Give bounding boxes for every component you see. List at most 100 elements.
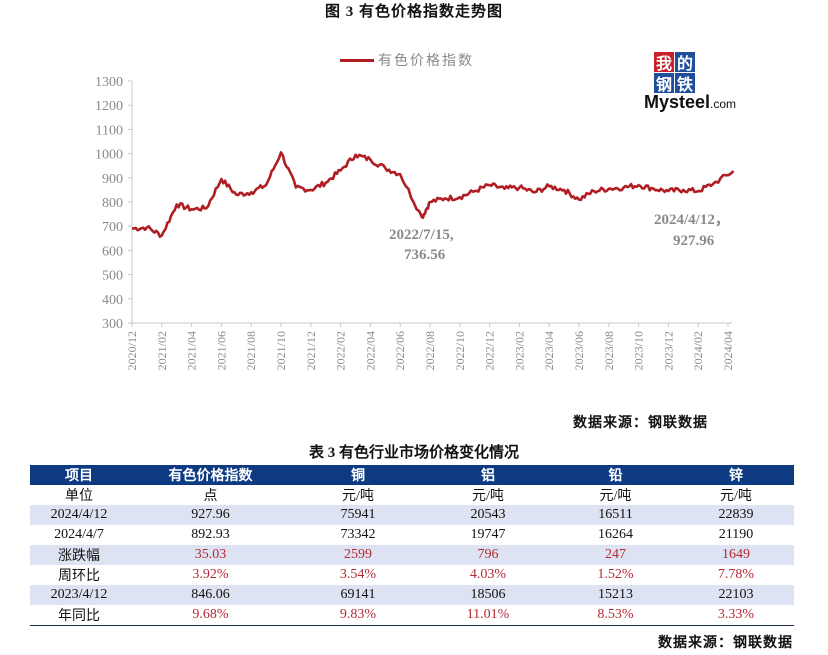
x-tick-label: 2021/08 <box>244 331 258 370</box>
y-tick-label: 1300 <box>95 75 123 90</box>
table-cell: 3.92% <box>192 567 229 582</box>
header-aluminum: 铝 <box>423 465 553 485</box>
y-tick-label: 1200 <box>95 99 123 114</box>
table-row: 周环比 3.92% 3.54% 4.03% 1.52% 7.78% <box>30 565 794 585</box>
table-cell: 247 <box>553 545 678 565</box>
y-tick-label: 1100 <box>96 123 123 138</box>
table-body: 单位 点 元/吨 元/吨 元/吨 元/吨 2024/4/12 927.96 75941 20543… <box>30 485 794 626</box>
y-tick-label: 400 <box>102 293 123 308</box>
logo-char: 的 <box>675 52 695 73</box>
table-cell: 1649 <box>678 545 794 565</box>
annotation-low-date: 2022/7/15, <box>389 227 454 243</box>
table-cell: 9.83% <box>293 605 423 626</box>
table-cell: 元/吨 <box>342 489 374 504</box>
y-tick-label: 600 <box>102 244 123 259</box>
y-axis: 1300 1200 1100 1000 900 800 700 600 500 400 300 <box>95 75 133 332</box>
y-tick-label: 1000 <box>95 148 123 163</box>
annotation-low-value: 736.56 <box>404 247 446 263</box>
y-tick-label: 900 <box>102 172 123 187</box>
table-cell: 1.52% <box>597 567 634 582</box>
table-cell: 16511 <box>553 505 678 525</box>
figure-title: 图 3 有色价格指数走势图 <box>324 4 503 20</box>
table-cell: 3.33% <box>678 605 794 626</box>
table-cell: 846.06 <box>128 585 293 605</box>
table-cell: 元/吨 <box>720 489 752 504</box>
x-tick-label: 2024/02 <box>691 331 705 370</box>
x-tick-label: 2023/10 <box>632 331 646 370</box>
table-title: 表 3 有色行业市场价格变化情况 <box>308 445 519 461</box>
table-cell: 9.68% <box>128 605 293 626</box>
header-lead: 铅 <box>553 465 678 485</box>
table-cell: 3.54% <box>339 567 377 582</box>
row-label: 单位 <box>65 489 93 504</box>
x-tick-label: 2022/02 <box>334 331 348 370</box>
logo-grid: 我 的 钢 铁 <box>654 52 695 94</box>
annotation-last-value: 927.96 <box>673 233 715 249</box>
table-cell: 元/吨 <box>599 489 632 504</box>
table-cell: 796 <box>423 545 553 565</box>
y-tick-label: 800 <box>102 196 123 211</box>
table-cell: 元/吨 <box>472 489 504 504</box>
table-row: 2023/4/12 846.06 69141 18506 15213 22103 <box>30 585 794 605</box>
y-tick-label: 300 <box>102 317 123 332</box>
table-cell: 20543 <box>423 505 553 525</box>
y-tick-label: 700 <box>102 220 123 235</box>
x-tick-label: 2021/04 <box>185 331 199 370</box>
table-cell: 8.53% <box>553 605 678 626</box>
x-tick-label: 2021/12 <box>304 331 318 370</box>
mysteel-logo: 我 的 钢 铁 Mysteel.com <box>644 52 736 114</box>
table-source-note: 数据来源：钢联数据 <box>658 636 793 651</box>
x-tick-label: 2023/02 <box>512 331 526 370</box>
header-index: 有色价格指数 <box>128 465 293 485</box>
table-row: 2024/4/12 927.96 75941 20543 16511 22839 <box>30 505 794 525</box>
table-cell: 4.03% <box>469 567 507 582</box>
table-row: 涨跌幅 35.03 2599 796 247 1649 <box>30 545 794 565</box>
line-chart: 1300 1200 1100 1000 900 800 700 600 500 400 300 20… <box>95 75 735 370</box>
row-label: 周环比 <box>58 569 100 584</box>
legend-line-swatch <box>340 58 374 62</box>
x-tick-label: 2023/06 <box>572 331 586 370</box>
x-tick-label: 2022/08 <box>423 331 437 370</box>
table-row: 单位 点 元/吨 元/吨 元/吨 元/吨 <box>30 485 794 505</box>
x-tick-label: 2021/02 <box>155 331 169 370</box>
x-tick-label: 2022/10 <box>453 331 467 370</box>
table-cell: 892.93 <box>191 527 230 542</box>
price-change-table: 项目 有色价格指数 铜 铝 铅 锌 单位点元/吨 元/吨 元/吨 元/吨 2024/4/… <box>30 465 794 626</box>
header-item: 项目 <box>30 465 128 485</box>
table-cell: 点 <box>203 489 218 504</box>
chart-source-note: 数据来源：钢联数据 <box>573 416 708 431</box>
x-tick-label: 2022/06 <box>393 331 407 370</box>
logo-text-big: Mysteel <box>644 92 711 112</box>
legend-label: 有色价格指数 <box>378 54 474 69</box>
logo-char: 钢 <box>654 73 674 94</box>
table-cell: 75941 <box>293 505 423 525</box>
table-cell: 22103 <box>678 585 794 605</box>
table-cell: 35.03 <box>128 545 293 565</box>
table-cell: 2599 <box>293 545 423 565</box>
logo-char: 铁 <box>675 73 695 94</box>
row-label: 2023/4/12 <box>30 585 128 605</box>
logo-char: 我 <box>654 52 674 73</box>
table-cell: 21190 <box>718 527 754 542</box>
table-cell: 7.78% <box>717 567 755 582</box>
x-tick-label: 2023/04 <box>542 331 556 370</box>
x-tick-label: 2024/04 <box>721 331 735 370</box>
x-tick-label: 2022/12 <box>483 331 497 370</box>
row-label: 涨跌幅 <box>30 545 128 565</box>
table-cell: 22839 <box>678 505 794 525</box>
table-cell: 11.01% <box>423 605 553 626</box>
x-axis: 2020/12 2021/02 2021/04 2021/06 2021/08 2021/… <box>125 322 735 370</box>
table-cell: 73342 <box>340 527 376 542</box>
table-cell: 16264 <box>598 527 633 542</box>
row-label: 年同比 <box>30 605 128 626</box>
table-cell: 19747 <box>470 527 506 542</box>
table-cell: 18506 <box>423 585 553 605</box>
x-tick-label: 2023/12 <box>661 331 675 370</box>
x-tick-label: 2020/12 <box>125 331 139 370</box>
y-tick-label: 500 <box>102 269 123 284</box>
x-tick-label: 2021/06 <box>214 331 228 370</box>
x-tick-label: 2022/04 <box>363 331 377 370</box>
chart-legend: 有色价格指数 <box>340 50 474 70</box>
annotation-last-date: 2024/4/12， <box>654 212 730 228</box>
table-row: 2024/4/7 892.93 73342 19747 16264 21190 <box>30 525 794 545</box>
